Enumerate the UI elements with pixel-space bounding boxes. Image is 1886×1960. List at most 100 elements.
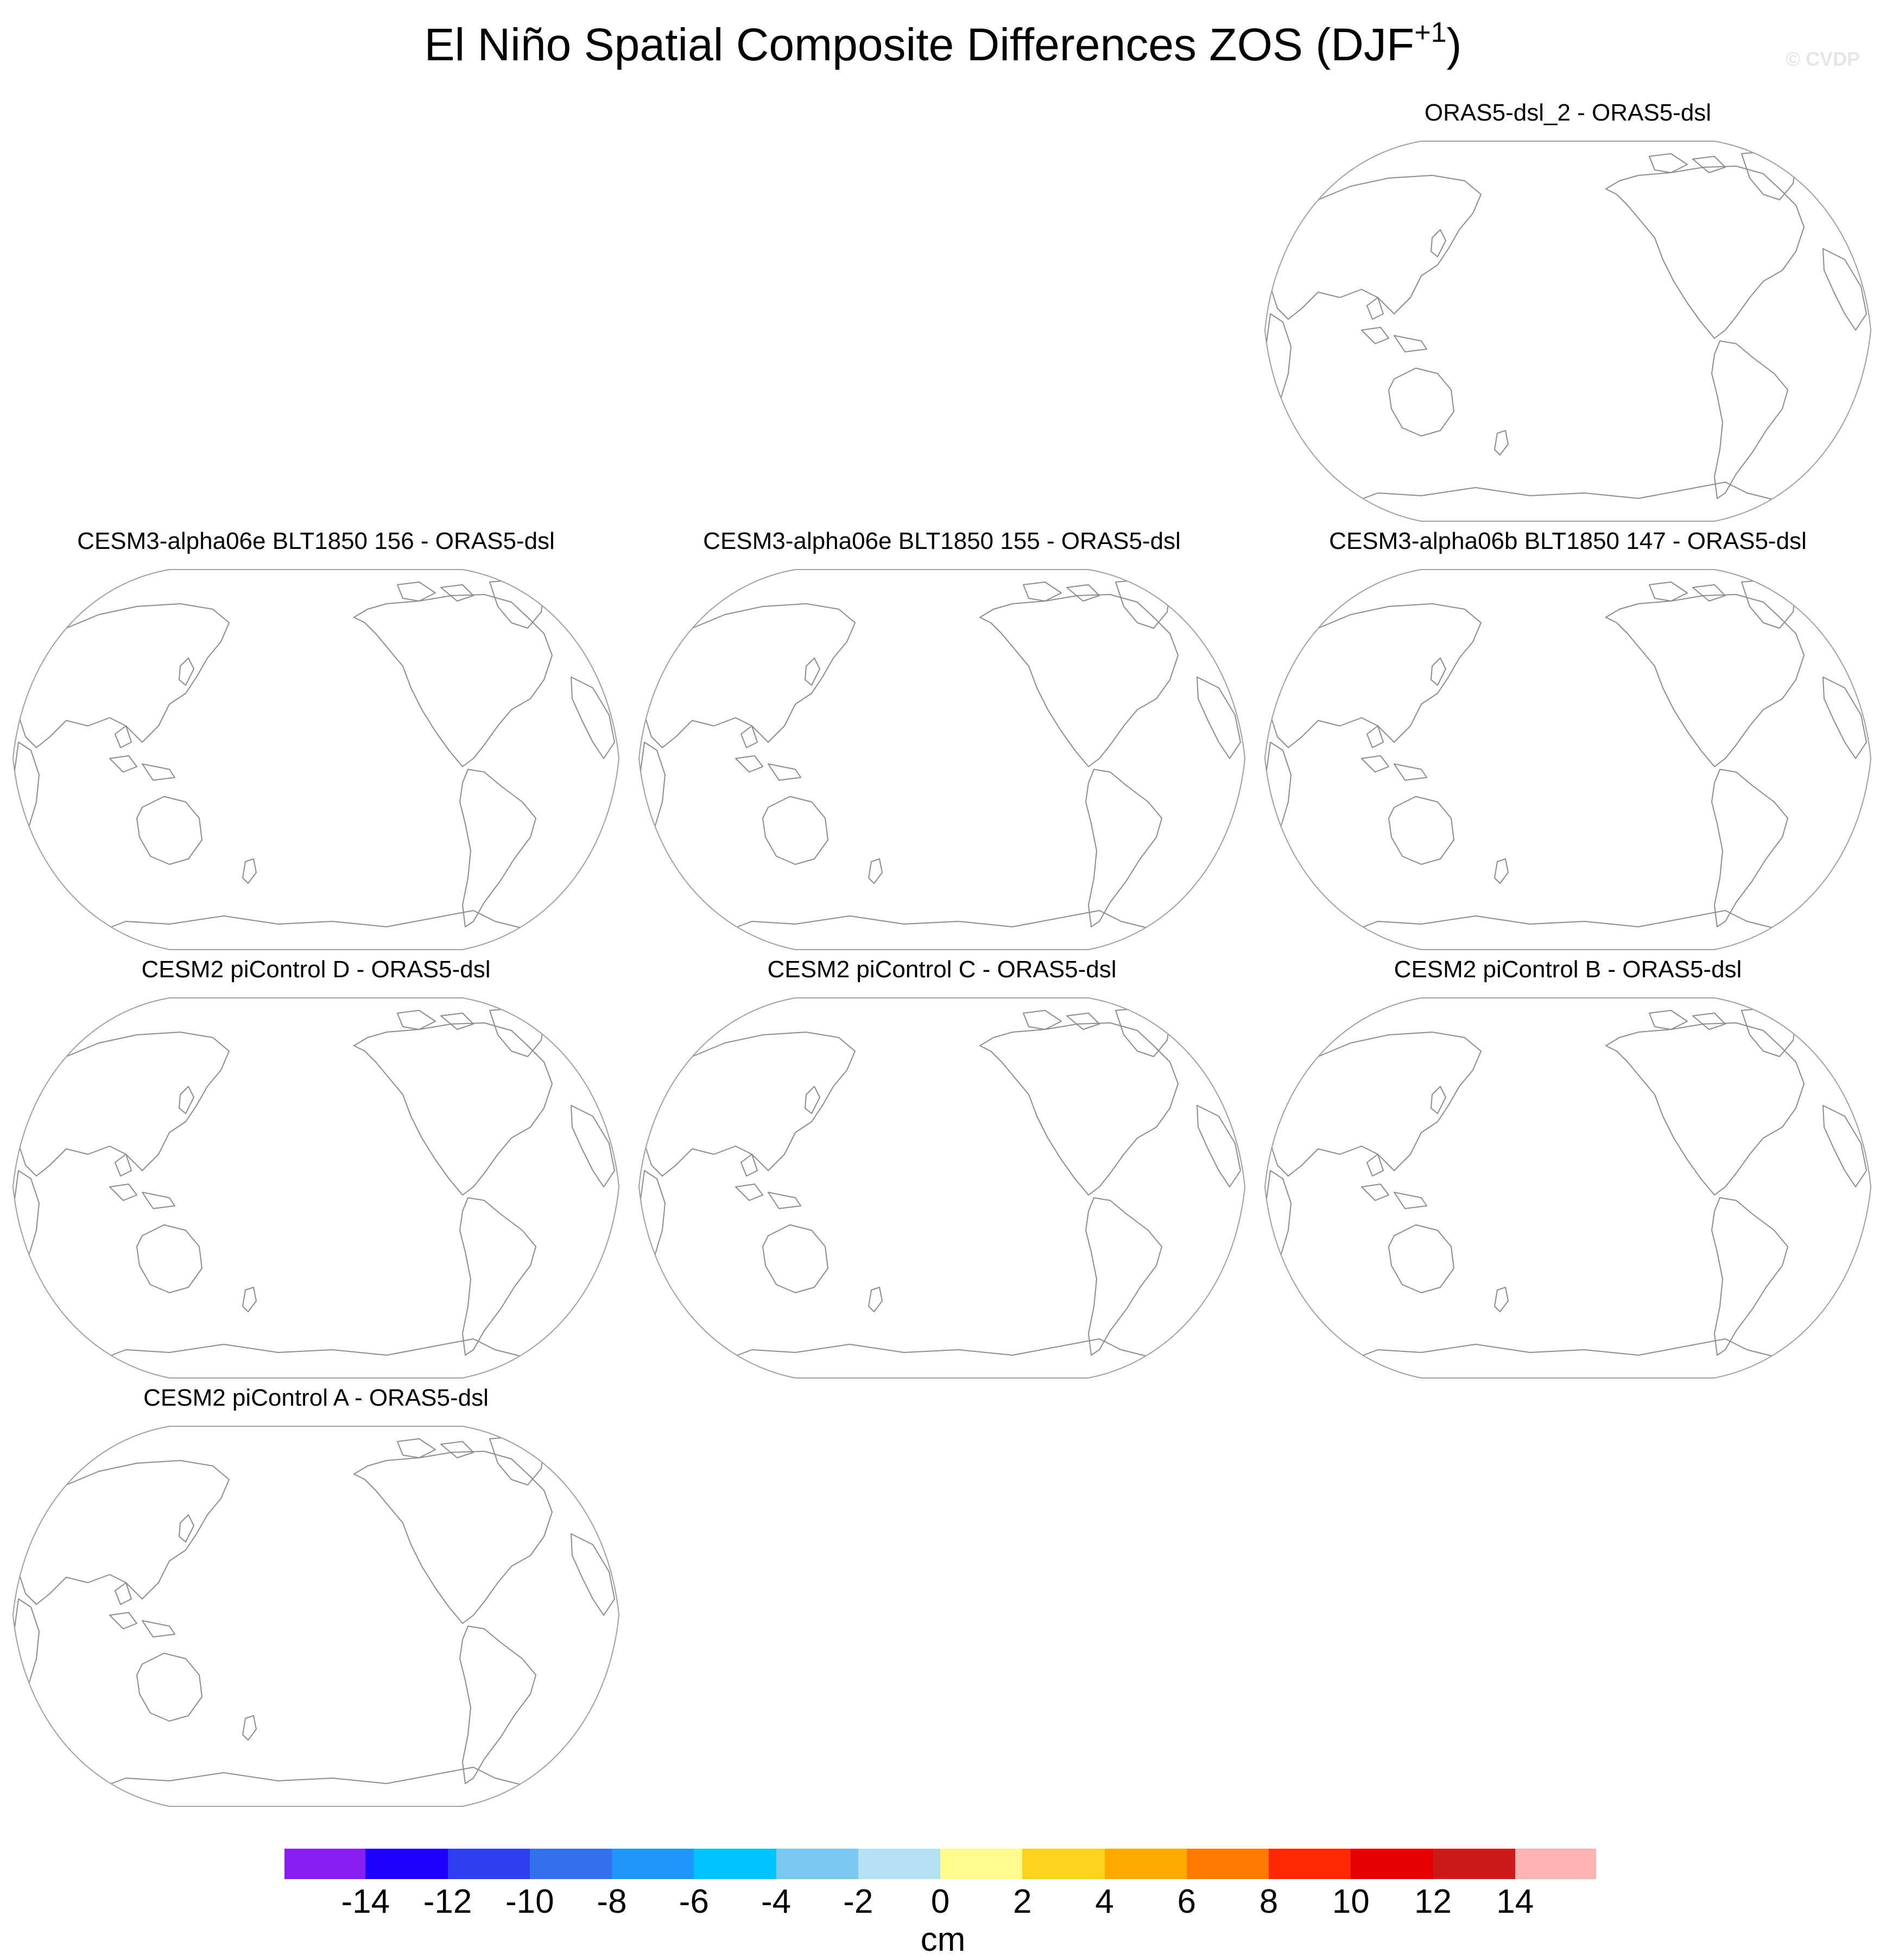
- coastline: [179, 657, 194, 686]
- coastline: [1431, 1086, 1446, 1114]
- coastline: [459, 1197, 536, 1356]
- coastline: [440, 1441, 474, 1458]
- coastline: [1431, 229, 1446, 257]
- world-map: [1264, 141, 1872, 522]
- coastline: [440, 1013, 474, 1030]
- coastline: [1066, 584, 1100, 602]
- coastline: [1361, 755, 1389, 773]
- coastline: [397, 1438, 436, 1458]
- panel-title: CESM3-alpha06b BLT1850 147 - ORAS5-dsl: [1329, 528, 1807, 554]
- coastline: [1394, 763, 1427, 781]
- colorbar-tick-label: -12: [423, 1883, 472, 1920]
- coastline: [571, 1533, 615, 1616]
- map-background: [1265, 998, 1871, 1378]
- world-map: [12, 997, 620, 1379]
- world-map: [638, 997, 1246, 1379]
- panel-title: CESM3-alpha06e BLT1850 155 - ORAS5-dsl: [703, 528, 1181, 554]
- colorbar-tick-label: 2: [1013, 1883, 1032, 1920]
- colorbar-box: [776, 1848, 858, 1880]
- map-border: [638, 997, 1246, 1379]
- coastline: [1494, 1287, 1509, 1312]
- map-background: [13, 998, 619, 1378]
- colorbar-box: [858, 1848, 940, 1880]
- coastline: [1494, 430, 1509, 456]
- colorbar-box: [1269, 1848, 1351, 1880]
- coastline: [1269, 1032, 1482, 1177]
- coastline: [17, 1032, 230, 1177]
- map-border: [12, 569, 620, 950]
- coastline: [136, 1224, 202, 1293]
- coastline: [17, 603, 230, 748]
- coastline: [1366, 297, 1384, 320]
- colorbar-tick-label: 10: [1332, 1883, 1370, 1920]
- coastline: [741, 725, 758, 748]
- colorbar-tick-label: 12: [1414, 1883, 1452, 1920]
- map-panel: CESM2 piControl A - ORAS5-dsl: [7, 1382, 625, 1816]
- colorbar-box: [940, 1848, 1023, 1880]
- map-panel: CESM3-alpha06e BLT1850 155 - ORAS5-dsl: [632, 525, 1251, 959]
- coastline: [1361, 327, 1389, 344]
- map-panel: CESM2 piControl C - ORAS5-dsl: [632, 953, 1251, 1388]
- figure-title: El Niño Spatial Composite Differences ZO…: [0, 12, 1886, 77]
- colorbar-box: [365, 1848, 448, 1880]
- coastline: [353, 594, 553, 767]
- coastline: [1649, 581, 1688, 602]
- coastline: [242, 1715, 257, 1741]
- coastline: [109, 1612, 137, 1629]
- coastline: [109, 1184, 137, 1201]
- world-map: [12, 1426, 620, 1807]
- coastline: [242, 858, 257, 884]
- coastline: [115, 1582, 132, 1605]
- figure-title-close: ): [1446, 19, 1462, 70]
- coastline: [1023, 1010, 1062, 1030]
- colorbar-tick-label: 4: [1095, 1883, 1114, 1920]
- coastline: [1711, 340, 1788, 499]
- coastline: [762, 1224, 828, 1293]
- map-background: [639, 570, 1245, 950]
- coastline: [109, 755, 137, 773]
- coastline: [979, 1022, 1179, 1196]
- coastline: [1085, 1197, 1162, 1356]
- coastline: [136, 1653, 202, 1722]
- coastline: [397, 581, 436, 602]
- coastline: [1269, 603, 1482, 748]
- coastline: [805, 657, 820, 686]
- coastline: [1197, 676, 1241, 759]
- coastline: [868, 858, 883, 884]
- colorbar-tick-label: 0: [931, 1883, 950, 1920]
- map-panel: CESM2 piControl D - ORAS5-dsl: [7, 953, 625, 1388]
- colorbar-tick-label: -10: [505, 1883, 554, 1920]
- colorbar-box: [1104, 1848, 1187, 1880]
- coastline: [571, 1105, 615, 1187]
- map-border: [1264, 141, 1872, 522]
- map-border: [1264, 569, 1872, 950]
- coastline: [1822, 1105, 1867, 1187]
- colorbar-box: [1515, 1848, 1597, 1880]
- coastline: [1394, 335, 1427, 352]
- coastline: [1388, 796, 1454, 865]
- coastline: [459, 769, 536, 927]
- coastline: [1822, 248, 1867, 331]
- colorbar: [283, 1848, 1597, 1880]
- coastline: [1649, 1010, 1688, 1030]
- coastline: [1023, 581, 1062, 602]
- cvdp-watermark: © CVDP: [1786, 48, 1860, 70]
- coastline: [353, 1022, 553, 1196]
- coastline: [735, 755, 763, 773]
- colorbar-tick-label: 6: [1177, 1883, 1196, 1920]
- coastline: [805, 1086, 820, 1114]
- coastline: [1822, 676, 1867, 759]
- coastline: [1692, 584, 1726, 602]
- coastline: [353, 1451, 553, 1624]
- coastline: [136, 796, 202, 865]
- panel-title: ORAS5-dsl_2 - ORAS5-dsl: [1424, 99, 1712, 126]
- coastline: [762, 796, 828, 865]
- map-background: [13, 1426, 619, 1806]
- panel-title: CESM2 piControl A - ORAS5-dsl: [143, 1384, 489, 1411]
- coastline: [735, 1184, 763, 1201]
- coastline: [1269, 175, 1482, 320]
- coastline: [1388, 368, 1454, 437]
- colorbar-tick-label: -2: [843, 1883, 874, 1920]
- coastline: [643, 603, 856, 748]
- coastline: [242, 1287, 257, 1312]
